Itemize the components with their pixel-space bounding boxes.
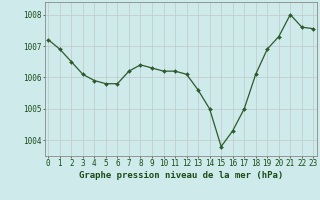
X-axis label: Graphe pression niveau de la mer (hPa): Graphe pression niveau de la mer (hPa) <box>79 171 283 180</box>
